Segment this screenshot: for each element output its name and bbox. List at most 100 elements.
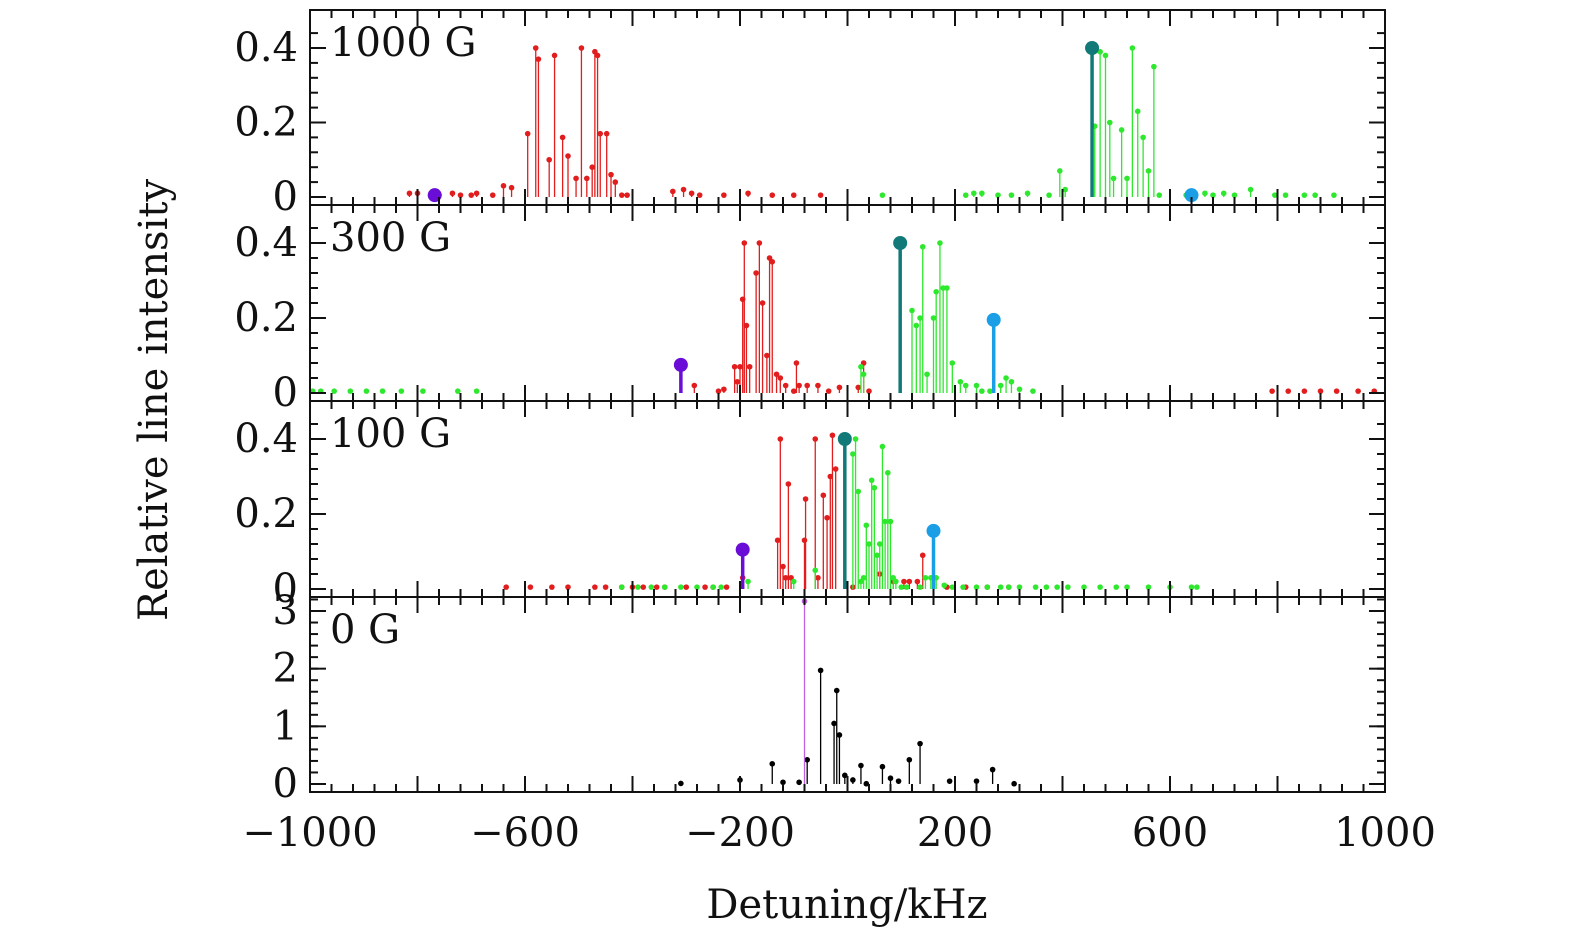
stem-marker xyxy=(565,153,571,159)
stem-marker xyxy=(508,184,515,191)
stem-marker xyxy=(836,732,843,738)
stem-marker xyxy=(898,584,905,590)
stem-marker xyxy=(527,584,534,590)
stem-marker xyxy=(812,436,819,442)
stem-marker xyxy=(1008,192,1015,198)
stem-marker xyxy=(885,469,891,476)
stem-marker xyxy=(398,388,405,394)
stem-marker xyxy=(1113,584,1120,590)
y-tick-label: 1 xyxy=(273,703,298,749)
stem-marker xyxy=(989,766,996,773)
stem-marker xyxy=(473,190,480,197)
stem-marker xyxy=(455,388,461,394)
y-axis-title: Relative line intensity xyxy=(131,179,177,621)
stem-marker xyxy=(1102,52,1109,59)
stem-marker xyxy=(780,563,786,570)
stem-marker xyxy=(468,192,475,198)
stem-marker xyxy=(871,484,878,491)
stem-marker xyxy=(565,584,571,590)
stem-marker xyxy=(1220,190,1227,197)
stem-marker xyxy=(746,363,753,370)
x-tick-label: −600 xyxy=(470,810,580,856)
stem-marker xyxy=(919,243,926,250)
stem-marker xyxy=(608,171,614,178)
panel-frame xyxy=(309,596,1386,793)
x-axis-title: Detuning/kHz xyxy=(706,882,987,928)
stem-marker xyxy=(1210,192,1216,198)
stem-marker xyxy=(836,384,843,391)
stem-marker xyxy=(731,363,738,370)
stem-marker xyxy=(535,56,542,62)
stem-marker xyxy=(503,584,509,590)
panel-2: 0 0.2 0.4 100 G xyxy=(234,400,1386,612)
stem-marker xyxy=(796,382,802,389)
stem-marker xyxy=(678,780,684,787)
stem-marker xyxy=(1194,584,1200,590)
stem-marker xyxy=(829,432,836,439)
stem-marker xyxy=(1124,175,1130,182)
stem-marker xyxy=(1202,190,1208,197)
stem-marker xyxy=(1003,375,1009,381)
stem-marker xyxy=(944,285,950,291)
stem-marker xyxy=(987,388,993,394)
stem-marker xyxy=(855,384,862,391)
stem-marker xyxy=(962,382,969,389)
stem-marker xyxy=(1282,192,1289,198)
stem-marker xyxy=(796,779,802,786)
stem-marker xyxy=(406,190,413,197)
stem-marker xyxy=(603,130,610,137)
stem-marker xyxy=(917,584,923,590)
stem-marker xyxy=(815,382,821,389)
stem-marker xyxy=(868,477,875,484)
stem-marker xyxy=(858,762,864,769)
stem-marker xyxy=(914,578,921,585)
stem-marker xyxy=(802,496,809,502)
stem-marker-large xyxy=(735,542,750,557)
panel-0: 0 0.2 0.4 1000 G xyxy=(234,9,1386,220)
stem-marker xyxy=(817,667,824,674)
stem-marker xyxy=(801,537,808,544)
stem-marker xyxy=(773,371,780,378)
stem-marker xyxy=(1043,584,1050,590)
stem-marker xyxy=(721,192,727,198)
stem-marker xyxy=(960,584,966,590)
stem-marker xyxy=(882,518,888,525)
stem-marker xyxy=(812,567,819,574)
stem-marker xyxy=(1134,108,1141,115)
stem-marker xyxy=(887,775,894,782)
stem-marker xyxy=(1145,584,1152,590)
stem-marker xyxy=(909,307,915,314)
stem-marker xyxy=(546,156,552,163)
x-tick-label: −1000 xyxy=(242,810,377,856)
stem-marker xyxy=(670,188,676,195)
y-tick-label: 0 xyxy=(273,370,298,416)
stem-marker xyxy=(602,584,609,590)
stem-marker xyxy=(1269,388,1275,394)
stem-marker-large xyxy=(673,357,688,372)
stem-marker xyxy=(1005,584,1012,590)
stem-marker xyxy=(1054,584,1060,590)
stem-marker xyxy=(1312,192,1318,198)
stem-marker xyxy=(723,584,730,590)
stem-marker xyxy=(930,315,937,321)
y-tick-label: 0.2 xyxy=(234,295,298,341)
stem-marker-large xyxy=(1184,188,1199,203)
stem-marker xyxy=(820,492,827,499)
stem-marker xyxy=(922,574,929,581)
y-tick-label: 3 xyxy=(273,588,298,634)
stem-marker xyxy=(1065,584,1071,590)
stem-marker xyxy=(648,584,655,590)
stem-marker xyxy=(979,190,985,197)
stem-marker xyxy=(850,777,856,783)
stem-marker xyxy=(893,578,899,585)
stem-marker xyxy=(769,258,776,265)
stem-marker xyxy=(1107,119,1113,126)
stem-marker xyxy=(1317,388,1324,394)
stem-marker xyxy=(879,443,886,450)
y-tick-label: 0 xyxy=(273,761,298,807)
stem-marker xyxy=(855,488,862,495)
stem-marker xyxy=(457,192,464,198)
stem-marker xyxy=(769,761,776,767)
panel-field-label: 300 G xyxy=(330,215,451,261)
